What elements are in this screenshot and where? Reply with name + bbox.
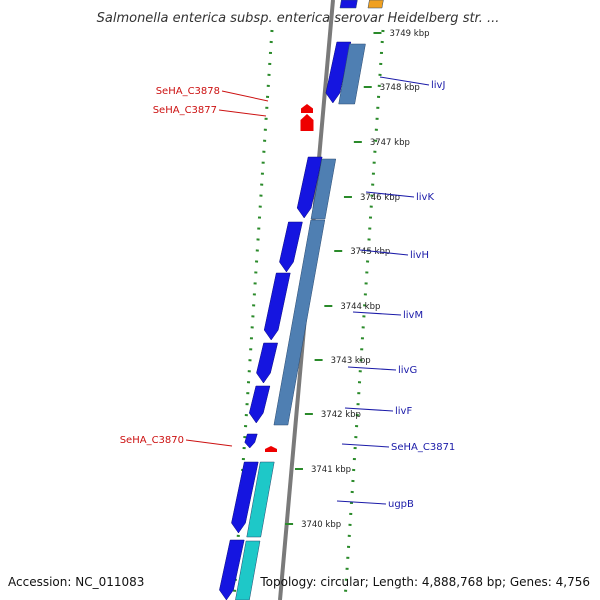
kbp-tick-label: 3749 kbp [389, 29, 429, 39]
cds-livH [279, 221, 303, 273]
gene-label-ugpB: ugpB [388, 499, 414, 510]
gene-label-SeHA_C3871: SeHA_C3871 [391, 442, 455, 453]
feature-teal-ugpB [246, 461, 275, 538]
cds-bottom [219, 539, 245, 600]
kbp-tick-label: 3742 kbp [321, 410, 361, 420]
leader-line [336, 500, 387, 505]
cds-livK [296, 156, 323, 219]
kbp-tick-label: 3740 kbp [301, 520, 341, 530]
gene-label-livM: livM [403, 310, 423, 321]
rev-SeHA_C3877 [300, 114, 314, 131]
leader-line [359, 249, 409, 256]
leader-line [365, 191, 415, 198]
leader-line [352, 311, 402, 316]
gene-labels: livJ livK livH livM livG livF SeHA_C3871 ugpB Se… [120, 76, 455, 510]
leader-line [185, 439, 233, 447]
cds-livJ [325, 41, 352, 104]
cds-livK-alt [310, 158, 337, 220]
gene-label-SeHA_C3877: SeHA_C3877 [153, 105, 217, 116]
gene-label-livJ: livJ [431, 80, 445, 91]
kbp-tick-label: 3748 kbp [380, 83, 420, 93]
leader-line [341, 443, 390, 448]
topology-text: Topology: circular; Length: 4,888,768 bp… [259, 575, 590, 589]
gene-label-SeHA_C3878: SeHA_C3878 [156, 86, 220, 97]
kbp-tick-label: 3745 kbp [350, 247, 390, 257]
leader-line [379, 76, 430, 86]
leader-line [347, 366, 397, 371]
leader-line [344, 407, 394, 412]
rev-SeHA_C3870 [265, 446, 277, 452]
cds-livHMGF-alt [273, 219, 326, 426]
feature-orange-top [367, 0, 384, 9]
gene-label-livF: livF [395, 406, 412, 417]
leader-line [218, 109, 267, 117]
kbp-ruler: 3749 kbp 3748 kbp 3747 kbp 3746 kbp 3745 kbp… [285, 29, 430, 530]
kbp-tick-label: 3744 kbp [340, 302, 380, 312]
cds-livG [256, 342, 278, 384]
cds-livJ-alt [338, 43, 366, 105]
cds-ugpB [231, 461, 259, 534]
cds-top-partial [339, 0, 358, 9]
cds-livM [263, 272, 291, 341]
cds-livF [248, 385, 271, 424]
kbp-tick-label: 3746 kbp [360, 193, 400, 203]
kbp-tick-label: 3741 kbp [311, 465, 351, 475]
gene-label-SeHA_C3870: SeHA_C3870 [120, 435, 184, 446]
outer-dotted-track [343, 29, 385, 600]
kbp-tick-label: 3743 kbp [331, 356, 371, 366]
accession-text: Accession: NC_011083 [8, 575, 144, 589]
kbp-tick-label: 3747 kbp [370, 138, 410, 148]
leader-line [221, 90, 269, 102]
map-title: Salmonella enterica subsp. enterica sero… [97, 11, 500, 26]
cds-SeHA_C3871 [244, 433, 258, 449]
feature-teal-bottom [235, 540, 261, 600]
rev-SeHA_C3878 [301, 104, 313, 113]
feature-tracks [219, 0, 385, 600]
gene-label-livH: livH [410, 250, 429, 261]
gene-label-livK: livK [416, 192, 434, 203]
gene-label-livG: livG [398, 365, 417, 376]
